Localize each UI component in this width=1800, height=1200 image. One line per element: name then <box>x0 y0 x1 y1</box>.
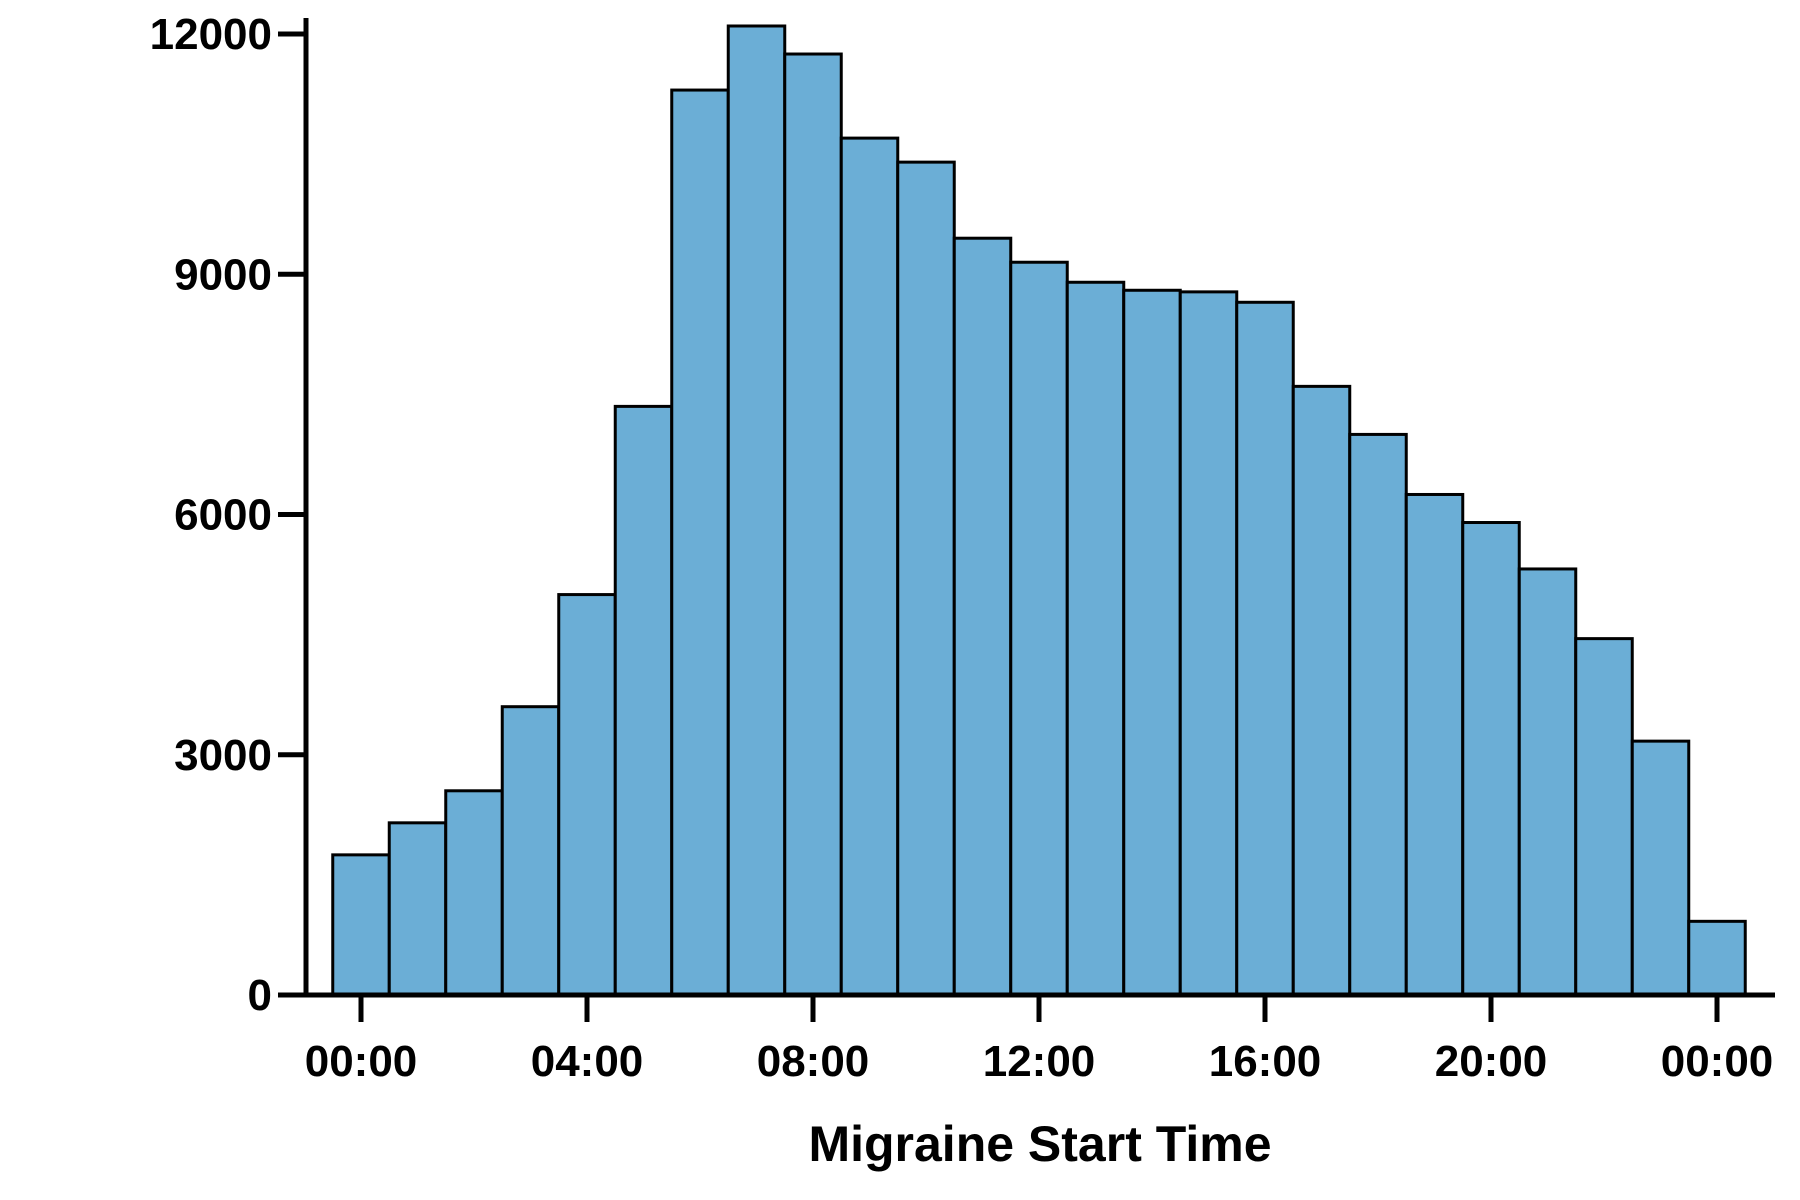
x-tick-label: 00:00 <box>1661 1037 1774 1086</box>
y-tick-label: 6000 <box>174 491 272 540</box>
histogram-bar <box>500 705 561 997</box>
histogram-bar <box>896 160 956 997</box>
x-axis-ticks: 00:00 04:00 08:00 12:00 16:00 20:00 00:00 <box>305 995 1774 1086</box>
histogram-bar <box>726 24 787 997</box>
histogram-bar <box>331 853 391 997</box>
y-tick-label: 0 <box>248 971 272 1020</box>
x-tick-label: 12:00 <box>983 1037 1096 1086</box>
x-tick-label: 08:00 <box>757 1037 870 1086</box>
histogram-bar <box>952 236 1013 997</box>
histogram-bar <box>1630 739 1691 997</box>
histogram-bar <box>387 821 448 997</box>
histogram-bar <box>783 52 843 997</box>
histogram-bar <box>1348 432 1408 997</box>
y-tick-label: 12000 <box>150 10 272 59</box>
y-axis-ticks: 0 3000 6000 9000 12000 <box>150 10 306 1020</box>
x-tick-label: 04:00 <box>531 1037 644 1086</box>
histogram-bar <box>557 593 617 997</box>
histogram-bar <box>1574 637 1634 997</box>
x-tick-label: 16:00 <box>1209 1037 1322 1086</box>
histogram-bar <box>1517 567 1578 997</box>
histogram-bar <box>670 88 730 997</box>
histogram-bar <box>1291 384 1352 997</box>
x-tick-label: 20:00 <box>1435 1037 1548 1086</box>
histogram-bar <box>1461 521 1521 997</box>
y-tick-label: 3000 <box>174 731 272 780</box>
y-tick-label: 9000 <box>174 250 272 299</box>
histogram-bar <box>1178 290 1239 997</box>
histogram-bar <box>1687 919 1747 997</box>
histogram-bar <box>1235 300 1295 997</box>
histogram-bar <box>839 136 900 997</box>
histogram-bar <box>1065 280 1126 997</box>
histogram-bar <box>1122 288 1182 997</box>
histogram-bar <box>613 404 674 997</box>
x-axis-title: Migraine Start Time <box>808 1116 1271 1172</box>
histogram-bar <box>444 789 504 997</box>
bar-group <box>331 24 1747 997</box>
histogram-bar <box>1009 260 1069 997</box>
x-tick-label: 00:00 <box>305 1037 418 1086</box>
histogram-bar <box>1404 492 1465 997</box>
